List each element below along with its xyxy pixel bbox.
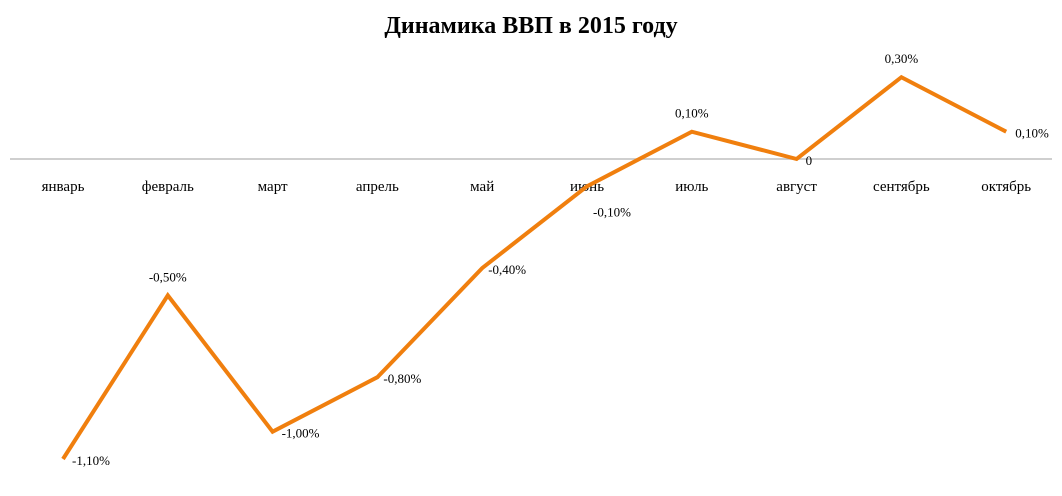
category-label: апрель	[356, 179, 399, 195]
data-label: -0,40%	[488, 262, 526, 277]
category-label: июль	[675, 179, 708, 195]
data-label: 0	[806, 153, 813, 168]
data-label: -0,50%	[149, 269, 187, 284]
data-label: 0,30%	[885, 51, 919, 66]
category-label: сентябрь	[873, 179, 930, 195]
category-labels: январь февраль март апрель май июнь июль август…	[42, 179, 1032, 195]
data-label: -0,10%	[593, 204, 631, 219]
data-label: 0,10%	[675, 106, 709, 121]
category-label: январь	[42, 179, 85, 195]
data-label: -1,10%	[72, 453, 110, 468]
category-label: май	[470, 179, 494, 195]
category-label: март	[258, 179, 288, 195]
chart-title: Динамика ВВП в 2015 году	[384, 13, 677, 39]
category-label: август	[776, 179, 817, 195]
data-label: -0,80%	[383, 371, 421, 386]
category-label: октябрь	[981, 179, 1031, 195]
series-line	[61, 74, 1008, 461]
category-label: февраль	[142, 179, 194, 195]
data-label: -1,00%	[282, 426, 320, 441]
data-label: 0,10%	[1015, 126, 1049, 141]
data-labels: -1,10% -0,50% -1,00% -0,80% -0,40% -0,10% 0,10…	[72, 51, 1049, 468]
